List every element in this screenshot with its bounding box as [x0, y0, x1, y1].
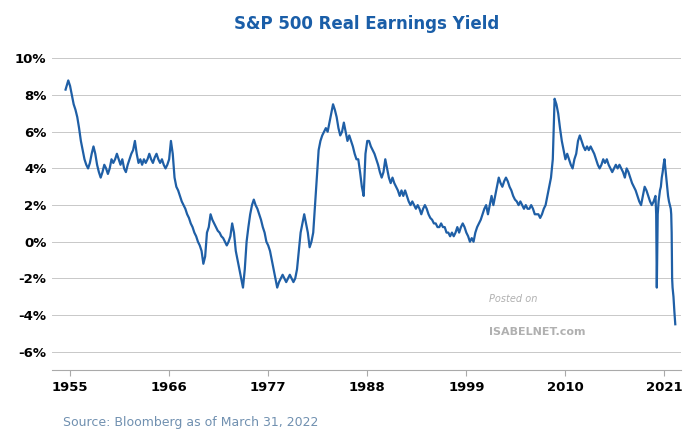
Title: S&P 500 Real Earnings Yield: S&P 500 Real Earnings Yield — [234, 15, 499, 33]
Text: Source: Bloomberg as of March 31, 2022: Source: Bloomberg as of March 31, 2022 — [63, 416, 318, 429]
Text: Posted on: Posted on — [489, 294, 538, 304]
Text: ISABELNET.com: ISABELNET.com — [489, 327, 585, 337]
